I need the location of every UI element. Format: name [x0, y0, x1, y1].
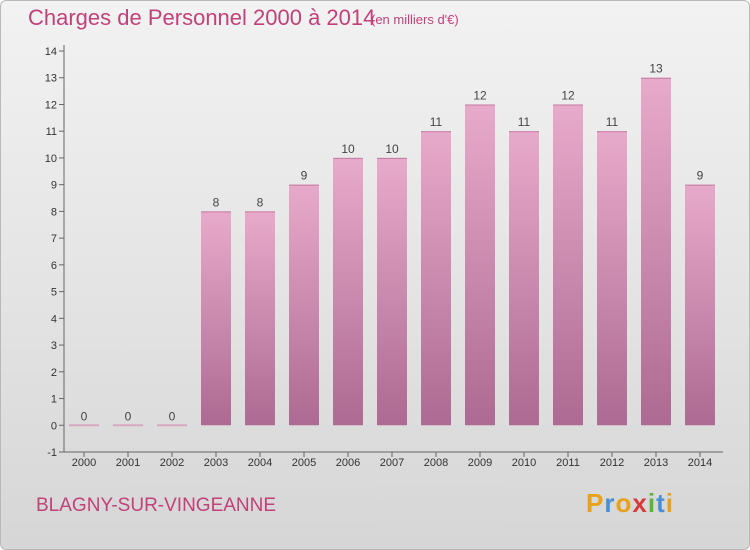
data-label: 9	[301, 169, 308, 183]
data-label: 9	[697, 169, 704, 183]
logo-letter: P	[586, 488, 605, 518]
y-tick-label: 10	[45, 153, 57, 165]
data-label: 10	[341, 142, 355, 156]
bar	[641, 77, 671, 426]
data-label: 10	[385, 142, 399, 156]
logo-letter: o	[615, 488, 633, 518]
x-tick-label: 2001	[116, 457, 140, 469]
data-label: 12	[561, 88, 575, 102]
data-label: 8	[213, 195, 220, 209]
data-label: 11	[518, 115, 531, 129]
commune-name: BLAGNY-SUR-VINGEANNE	[36, 495, 277, 516]
bar	[69, 424, 99, 427]
bar	[509, 131, 539, 426]
x-tick-label: 2006	[336, 457, 360, 469]
y-tick-label: 8	[51, 206, 57, 218]
data-label: 0	[169, 409, 176, 423]
logo-letter: i	[665, 488, 674, 518]
x-tick-label: 2013	[644, 457, 668, 469]
bar	[201, 211, 231, 426]
y-tick-label: 5	[51, 287, 57, 299]
data-label: 13	[649, 62, 663, 76]
chart-title: Charges de Personnel 2000 à 2014	[28, 5, 376, 30]
data-label: 11	[430, 115, 443, 129]
x-tick-label: 2004	[248, 457, 272, 469]
y-tick-label: -1	[47, 447, 57, 459]
bar	[421, 131, 451, 426]
y-tick-label: 9	[51, 180, 57, 192]
x-tick-label: 2007	[380, 457, 404, 469]
y-tick-label: 4	[51, 313, 57, 325]
proxiti-logo[interactable]: Proxiti	[586, 488, 674, 519]
x-tick-label: 2008	[424, 457, 448, 469]
bar	[685, 184, 715, 426]
bar	[289, 184, 319, 426]
x-tick-label: 2002	[160, 457, 184, 469]
x-tick-label: 2003	[204, 457, 228, 469]
x-tick-label: 2012	[600, 457, 624, 469]
y-tick-label: 14	[45, 46, 57, 58]
logo-letter: t	[656, 488, 666, 518]
data-label: 12	[473, 88, 487, 102]
chart-unit: (en milliers d'€)	[371, 12, 459, 27]
bar	[597, 131, 627, 426]
x-tick-label: 2010	[512, 457, 536, 469]
x-tick-label: 2000	[72, 457, 96, 469]
data-label: 11	[606, 115, 619, 129]
y-tick-label: 0	[51, 420, 57, 432]
y-tick-label: 1	[51, 394, 57, 406]
bar	[553, 104, 583, 426]
bar	[245, 211, 275, 426]
y-tick-label: 7	[51, 233, 57, 245]
y-tick-label: 13	[45, 73, 57, 85]
logo-letter: i	[647, 488, 657, 518]
bar	[465, 104, 495, 426]
y-tick-label: 12	[45, 99, 57, 111]
bar	[113, 424, 143, 427]
x-tick-label: 2014	[688, 457, 712, 469]
y-tick-label: 6	[51, 260, 57, 272]
x-tick-label: 2011	[556, 457, 580, 469]
y-tick-label: 3	[51, 340, 57, 352]
data-label: 0	[81, 409, 88, 423]
y-tick-label: 11	[46, 126, 57, 138]
bar	[377, 157, 407, 426]
logo-letter: r	[604, 488, 616, 518]
bar	[157, 424, 187, 427]
x-tick-label: 2005	[292, 457, 316, 469]
data-label: 0	[125, 409, 132, 423]
y-tick-label: 2	[51, 367, 57, 379]
x-tick-label: 2009	[468, 457, 492, 469]
bar	[333, 157, 363, 426]
logo-letter: x	[632, 488, 648, 518]
data-label: 8	[257, 195, 264, 209]
